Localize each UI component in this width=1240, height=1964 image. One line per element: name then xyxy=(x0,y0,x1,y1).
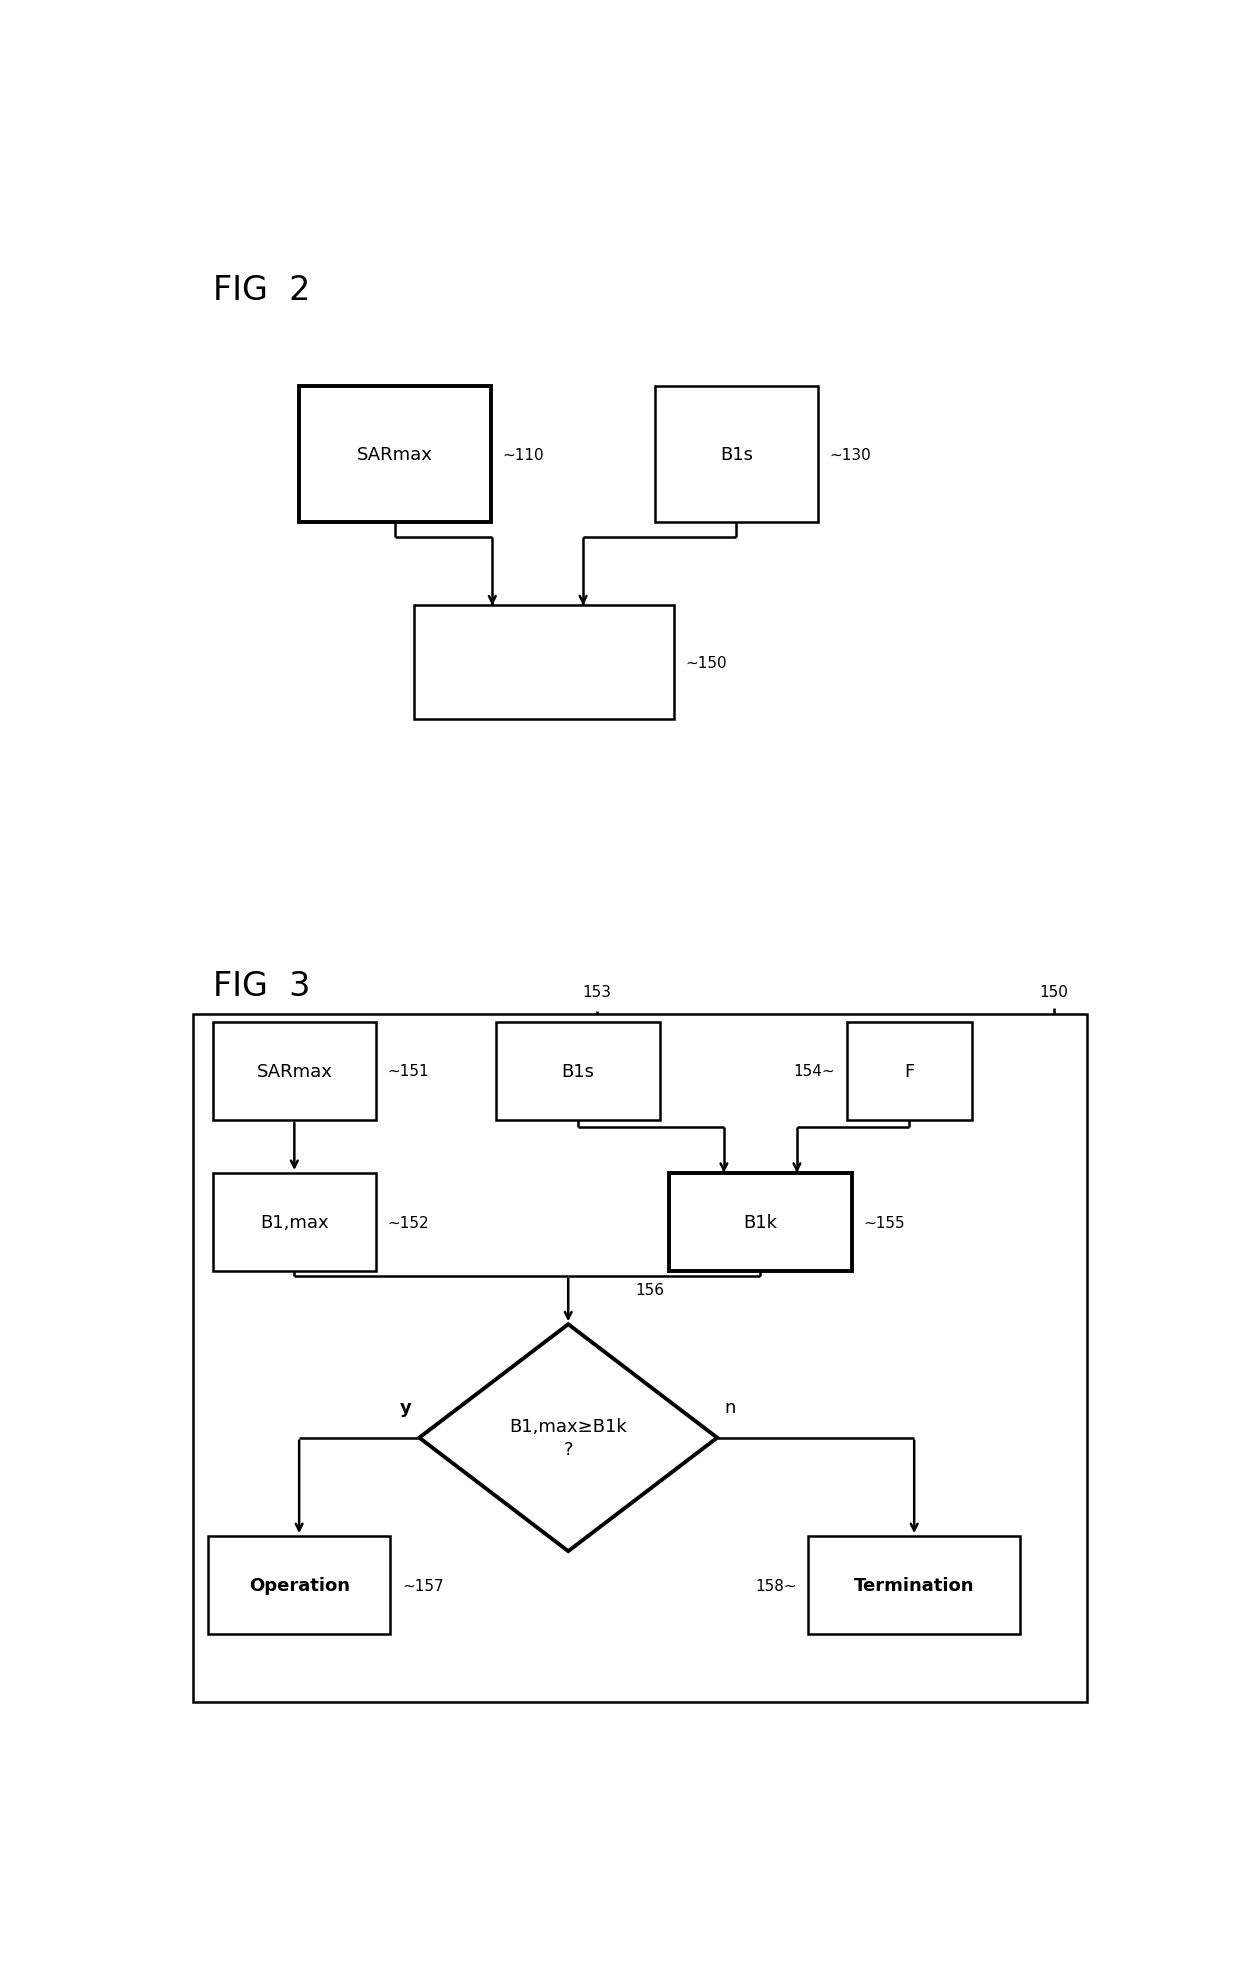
Text: B1,max: B1,max xyxy=(260,1214,329,1231)
Bar xyxy=(847,1021,972,1119)
Text: Termination: Termination xyxy=(854,1577,975,1595)
Text: 158∼: 158∼ xyxy=(755,1577,797,1593)
Text: ∼150: ∼150 xyxy=(686,656,727,670)
Text: 154∼: 154∼ xyxy=(794,1064,836,1078)
Polygon shape xyxy=(419,1324,717,1552)
Text: B1,max≥B1k
?: B1,max≥B1k ? xyxy=(510,1418,627,1459)
Bar xyxy=(213,1173,376,1271)
Bar xyxy=(655,387,818,522)
Text: ∼155: ∼155 xyxy=(863,1216,905,1229)
Bar xyxy=(299,387,491,522)
Text: FIG  2: FIG 2 xyxy=(213,273,310,306)
Text: B1s: B1s xyxy=(562,1063,594,1080)
Text: ∼152: ∼152 xyxy=(388,1216,429,1229)
Bar xyxy=(213,1021,376,1119)
Bar xyxy=(808,1536,1019,1634)
Text: 156: 156 xyxy=(635,1282,665,1298)
Text: Operation: Operation xyxy=(249,1577,350,1595)
Text: ∼130: ∼130 xyxy=(830,448,872,462)
Text: ∼151: ∼151 xyxy=(388,1064,429,1078)
Text: ∼157: ∼157 xyxy=(402,1577,444,1593)
Text: B1k: B1k xyxy=(744,1214,777,1231)
Text: SARmax: SARmax xyxy=(257,1063,332,1080)
Text: F: F xyxy=(904,1063,915,1080)
Text: y: y xyxy=(399,1398,412,1416)
Bar xyxy=(208,1536,391,1634)
Text: 150: 150 xyxy=(1039,984,1068,1000)
Text: 153: 153 xyxy=(583,984,611,1000)
Text: B1s: B1s xyxy=(720,446,753,464)
Text: FIG  3: FIG 3 xyxy=(213,968,310,1002)
Text: SARmax: SARmax xyxy=(357,446,433,464)
Bar xyxy=(193,1015,1087,1703)
Bar xyxy=(414,607,675,719)
Bar xyxy=(496,1021,660,1119)
Text: n: n xyxy=(725,1398,737,1416)
Text: ∼110: ∼110 xyxy=(503,448,544,462)
Bar xyxy=(670,1173,852,1271)
